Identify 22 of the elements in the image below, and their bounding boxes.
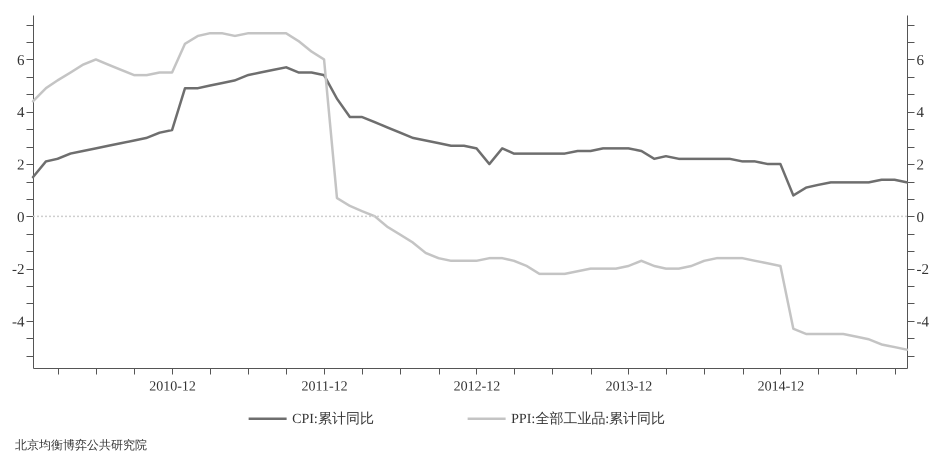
line-series [32,32,908,351]
y-tick-label: 0 [17,210,24,226]
y-tick-label: -2 [12,262,24,278]
y2-tick-label: 6 [916,52,924,69]
y2-tick-label: -4 [916,314,930,330]
legend-label: CPI:累计同比 [292,410,374,427]
y-tick-label: 4 [17,105,25,122]
x-tick-label: 2010-12 [149,380,196,394]
y-tick-label: 2 [17,158,24,174]
text: 北京均衡博弈公共研究院 [15,438,147,452]
x-tick-label: 2013-12 [606,380,652,394]
x-tick-label: 2014-12 [758,380,804,394]
y2-tick-label: 0 [916,210,924,226]
x-tick-label: 2011-12 [301,380,348,394]
y2-tick-label: -2 [916,262,929,278]
x-tick-label: 2012-12 [454,380,500,394]
y-tick-label: -4 [12,314,25,330]
legend-label: PPI:全部工业品:累计同比 [511,410,666,427]
line-series [32,66,908,197]
y2-tick-label: 2 [916,158,924,174]
y2-tick-label: 4 [916,105,924,122]
y-tick-label: 6 [17,52,25,69]
